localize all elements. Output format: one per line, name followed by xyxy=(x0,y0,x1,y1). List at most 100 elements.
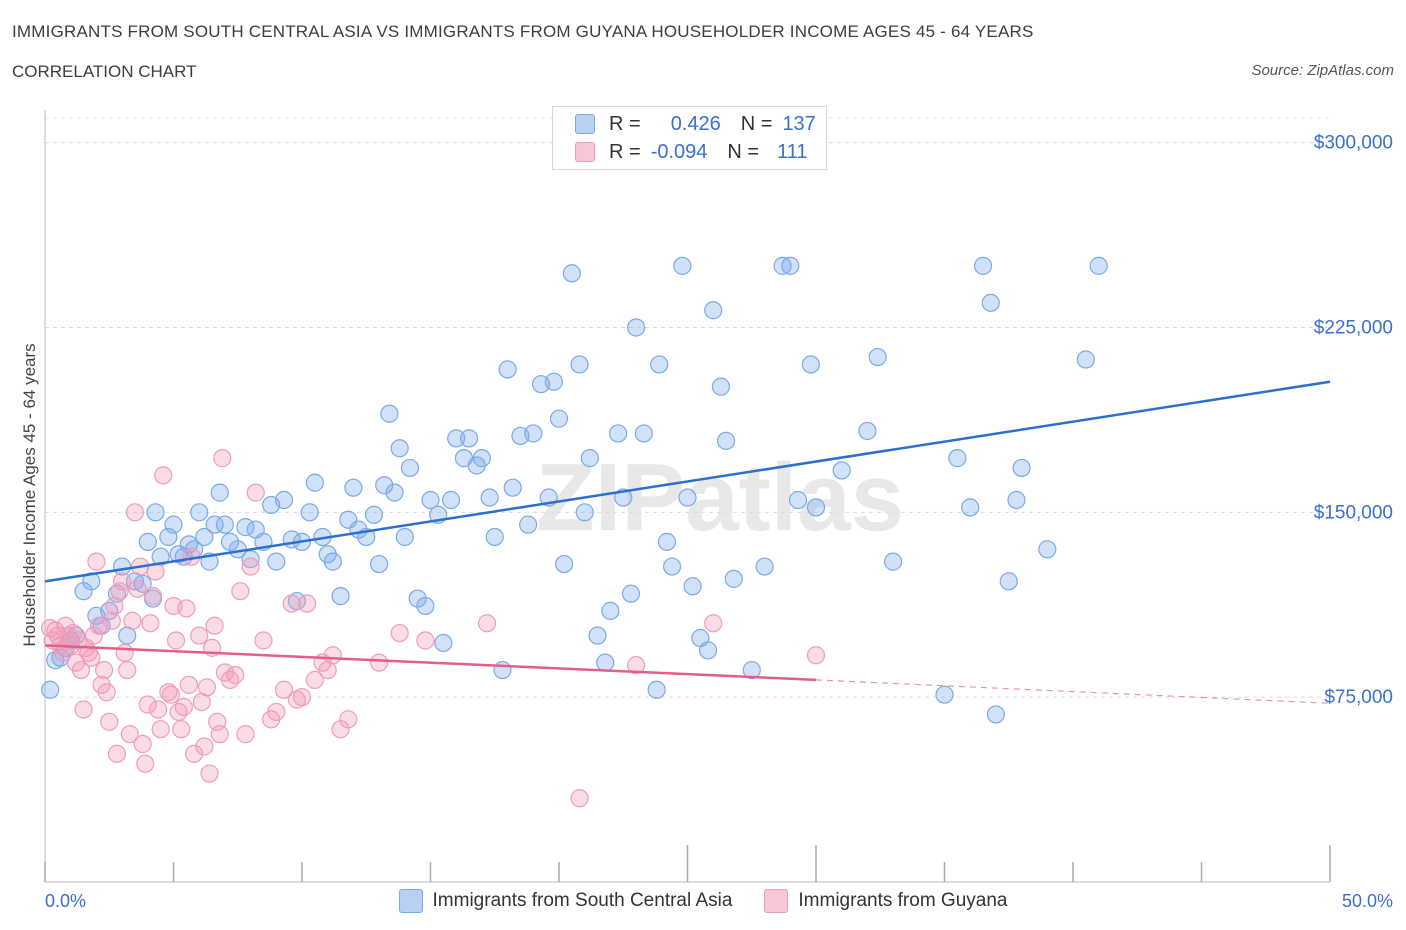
point-guyana xyxy=(123,611,142,630)
point-south-central-asia xyxy=(434,633,453,653)
point-guyana xyxy=(226,665,245,685)
point-guyana xyxy=(174,697,193,717)
point-south-central-asia xyxy=(961,498,980,517)
point-guyana xyxy=(125,503,145,522)
point-south-central-asia xyxy=(555,554,574,574)
point-south-central-asia xyxy=(562,264,581,283)
point-south-central-asia xyxy=(323,552,342,571)
point-guyana xyxy=(141,614,160,633)
stats-row-south-central-asia: R = 0.426 N = 137 xyxy=(575,112,816,136)
point-south-central-asia xyxy=(1076,350,1095,369)
point-guyana xyxy=(184,744,204,763)
legend-label: Immigrants from Guyana xyxy=(798,890,1008,911)
point-south-central-asia xyxy=(447,429,466,448)
point-south-central-asia xyxy=(858,421,877,441)
legend-item-guyana[interactable]: Immigrants from Guyana xyxy=(764,889,1007,913)
point-south-central-asia xyxy=(195,527,214,547)
point-south-central-asia xyxy=(1012,458,1031,478)
point-guyana xyxy=(148,700,168,719)
point-south-central-asia xyxy=(935,685,954,704)
point-south-central-asia xyxy=(711,377,731,396)
point-guyana xyxy=(133,734,152,754)
pink-swatch xyxy=(764,889,789,913)
point-south-central-asia xyxy=(801,355,820,374)
point-guyana xyxy=(331,720,350,739)
point-guyana xyxy=(298,594,317,613)
point-guyana xyxy=(107,744,127,763)
point-guyana xyxy=(95,660,114,680)
point-guyana xyxy=(305,670,324,690)
point-guyana xyxy=(71,660,91,680)
point-south-central-asia xyxy=(498,360,517,379)
point-south-central-asia xyxy=(305,473,324,492)
point-guyana xyxy=(626,656,646,675)
point-south-central-asia xyxy=(400,458,420,478)
point-south-central-asia xyxy=(133,574,152,593)
point-guyana xyxy=(195,737,214,756)
r-value: -0.094 xyxy=(650,140,708,163)
point-south-central-asia xyxy=(375,476,394,495)
point-south-central-asia xyxy=(609,424,628,443)
point-guyana xyxy=(102,611,121,630)
point-guyana xyxy=(570,789,589,808)
y-tick-label: $300,000 xyxy=(1314,133,1393,154)
point-south-central-asia xyxy=(82,572,101,591)
point-guyana xyxy=(115,643,134,662)
point-south-central-asia xyxy=(683,577,702,596)
point-south-central-asia xyxy=(370,554,389,574)
point-guyana xyxy=(370,653,389,672)
point-guyana xyxy=(205,616,224,635)
point-guyana xyxy=(339,710,358,729)
point-south-central-asia xyxy=(210,483,229,502)
stats-legend: R = 0.426 N = 137 R = -0.094 N = 111 xyxy=(552,106,827,170)
point-south-central-asia xyxy=(300,503,319,522)
point-south-central-asia xyxy=(806,498,826,517)
y-tick-label: $75,000 xyxy=(1324,687,1393,708)
point-guyana xyxy=(74,700,93,719)
point-south-central-asia xyxy=(41,680,60,699)
point-guyana xyxy=(210,725,229,744)
point-south-central-asia xyxy=(1038,540,1057,559)
point-guyana xyxy=(292,688,312,707)
chart-title: IMMIGRANTS FROM SOUTH CENTRAL ASIA VS IM… xyxy=(12,22,1034,41)
point-south-central-asia xyxy=(503,478,522,497)
point-south-central-asia xyxy=(986,705,1006,724)
point-guyana xyxy=(166,631,186,650)
point-guyana xyxy=(390,623,409,643)
point-guyana xyxy=(241,557,260,576)
point-guyana xyxy=(190,626,209,645)
point-guyana xyxy=(246,483,265,502)
point-south-central-asia xyxy=(704,301,723,320)
point-guyana xyxy=(197,678,217,697)
point-south-central-asia xyxy=(146,503,165,522)
point-guyana xyxy=(806,646,826,665)
point-guyana xyxy=(151,720,170,739)
point-south-central-asia xyxy=(364,505,384,524)
point-south-central-asia xyxy=(549,409,569,428)
n-value: 111 xyxy=(777,140,808,163)
point-south-central-asia xyxy=(634,424,653,443)
point-south-central-asia xyxy=(485,527,504,547)
point-south-central-asia xyxy=(205,515,224,534)
blue-swatch xyxy=(398,889,423,913)
point-guyana xyxy=(154,466,173,485)
point-south-central-asia xyxy=(493,660,512,680)
point-south-central-asia xyxy=(673,256,692,275)
point-south-central-asia xyxy=(215,515,234,534)
r-label: R = xyxy=(609,112,641,135)
point-south-central-asia xyxy=(1007,490,1026,510)
y-tick-label: $150,000 xyxy=(1314,502,1393,523)
point-south-central-asia xyxy=(459,429,479,448)
point-south-central-asia xyxy=(220,532,240,551)
point-guyana xyxy=(213,449,232,468)
r-value: 0.426 xyxy=(670,112,721,135)
point-guyana xyxy=(82,648,101,667)
n-value: 137 xyxy=(782,112,816,135)
point-guyana xyxy=(84,626,103,645)
point-south-central-asia xyxy=(883,552,903,571)
point-guyana xyxy=(138,695,157,714)
point-guyana xyxy=(704,614,723,633)
point-guyana xyxy=(267,702,286,722)
legend-item-south-central-asia[interactable]: Immigrants from South Central Asia xyxy=(398,889,732,913)
